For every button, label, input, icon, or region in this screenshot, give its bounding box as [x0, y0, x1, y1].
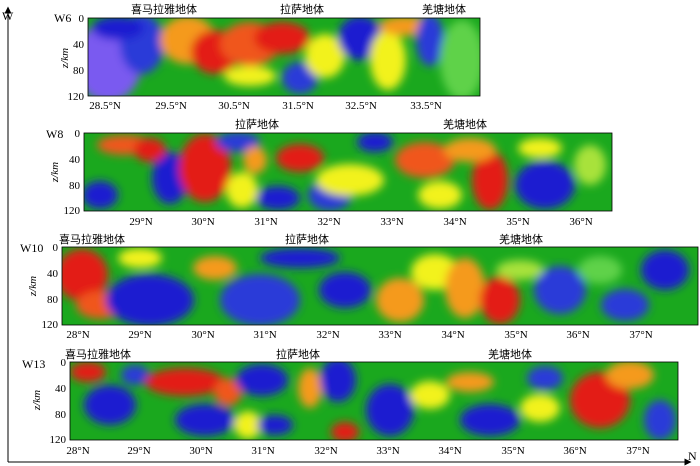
block-label-lhasa: 拉萨地体 [235, 117, 279, 131]
depth-tick: 0 [61, 357, 67, 369]
depth-ticks: 0 40 80 120 [50, 357, 67, 446]
profile-w13: W13 z/km 0 40 80 120 28°N 29°N 30°N 31°N… [22, 347, 679, 457]
block-labels: 拉萨地体 羌塘地体 [235, 117, 487, 131]
latitude-ticks: 28.5°N 29.5°N 30.5°N 31.5°N 32.5°N 33.5°… [89, 100, 442, 112]
block-label-himalaya: 喜马拉雅地体 [59, 232, 125, 246]
depth-tick: 0 [79, 13, 85, 25]
lat-tick: 32°N [314, 445, 337, 457]
lat-tick: 37°N [629, 329, 652, 341]
depth-tick: 40 [47, 268, 59, 280]
block-label-qiangtang: 羌塘地体 [488, 347, 532, 361]
lat-tick: 35°N [501, 445, 524, 457]
block-label-himalaya: 喜马拉雅地体 [131, 2, 197, 16]
lat-tick: 29°N [129, 216, 152, 228]
lat-tick: 30.5°N [218, 100, 250, 112]
tomography-image [70, 362, 678, 440]
profile-w8: W8 z/km 0 40 80 120 29°N 30°N 31°N 32°N … [46, 117, 613, 228]
depth-tick: 120 [50, 434, 67, 446]
depth-tick: 0 [75, 128, 81, 140]
lat-tick: 29°N [128, 329, 151, 341]
depth-tick: 80 [55, 409, 67, 421]
lat-tick: 33°N [376, 445, 399, 457]
block-label-lhasa: 拉萨地体 [276, 347, 320, 361]
depth-tick: 40 [73, 39, 85, 51]
profile-w10: W10 z/km 0 40 80 120 28°N 29°N 30°N 31°N… [20, 232, 699, 341]
block-label-qiangtang: 羌塘地体 [499, 232, 543, 246]
block-label-lhasa: 拉萨地体 [285, 232, 329, 246]
depth-axis-label: z/km [59, 48, 71, 69]
depth-ticks: 0 40 80 120 [68, 13, 85, 103]
lat-tick: 30°N [189, 445, 212, 457]
lat-tick: 34°N [441, 329, 464, 341]
lat-tick: 33°N [380, 216, 403, 228]
horizontal-axis-label: N [688, 449, 697, 463]
profile-label: W13 [22, 357, 45, 371]
vertical-axis-label: W [2, 9, 14, 23]
block-label-himalaya: 喜马拉雅地体 [65, 347, 131, 361]
depth-ticks: 0 40 80 120 [42, 242, 59, 331]
depth-tick: 40 [69, 154, 81, 166]
lat-tick: 31°N [253, 329, 276, 341]
lat-tick: 33°N [378, 329, 401, 341]
latitude-ticks: 29°N 30°N 31°N 32°N 33°N 34°N 35°N 36°N [129, 216, 592, 228]
block-label-qiangtang: 羌塘地体 [443, 117, 487, 131]
lat-tick: 28°N [66, 329, 89, 341]
depth-tick: 40 [55, 383, 67, 395]
depth-tick: 80 [47, 294, 59, 306]
block-labels: 喜马拉雅地体 拉萨地体 羌塘地体 [131, 2, 466, 16]
block-label-lhasa: 拉萨地体 [280, 2, 324, 16]
tomography-image [84, 133, 612, 211]
depth-tick: 80 [69, 180, 81, 192]
block-labels: 喜马拉雅地体 拉萨地体 羌塘地体 [59, 232, 543, 246]
lat-tick: 35°N [504, 329, 527, 341]
lat-tick: 35°N [506, 216, 529, 228]
lat-tick: 28°N [66, 445, 89, 457]
lat-tick: 30°N [191, 329, 214, 341]
lat-tick: 34°N [443, 216, 466, 228]
tomography-image [88, 18, 480, 96]
lat-tick: 29.5°N [155, 100, 187, 112]
lat-tick: 28.5°N [89, 100, 121, 112]
lat-tick: 34°N [438, 445, 461, 457]
latitude-ticks: 28°N 29°N 30°N 31°N 32°N 33°N 34°N 35°N … [66, 445, 649, 457]
lat-tick: 32.5°N [345, 100, 377, 112]
lat-tick: 36°N [569, 216, 592, 228]
depth-tick: 120 [68, 91, 85, 103]
block-labels: 喜马拉雅地体 拉萨地体 羌塘地体 [65, 347, 532, 361]
lat-tick: 29°N [127, 445, 150, 457]
latitude-ticks: 28°N 29°N 30°N 31°N 32°N 33°N 34°N 35°N … [66, 329, 652, 341]
lat-tick: 32°N [316, 329, 339, 341]
depth-ticks: 0 40 80 120 [64, 128, 81, 217]
lat-tick: 36°N [566, 329, 589, 341]
lat-tick: 31.5°N [282, 100, 314, 112]
block-label-qiangtang: 羌塘地体 [422, 2, 466, 16]
depth-tick: 80 [73, 65, 85, 77]
lat-tick: 37°N [626, 445, 649, 457]
lat-tick: 31°N [251, 445, 274, 457]
lat-tick: 32°N [317, 216, 340, 228]
lat-tick: 30°N [191, 216, 214, 228]
depth-axis-label: z/km [27, 276, 39, 297]
profile-label: W10 [20, 241, 43, 255]
lat-tick: 31°N [254, 216, 277, 228]
profile-w6: W6 z/km 0 40 80 120 28.5°N 29.5°N 30.5°N… [54, 2, 481, 112]
lat-tick: 36°N [563, 445, 586, 457]
tomography-image [62, 247, 698, 325]
depth-tick: 0 [53, 242, 59, 254]
depth-tick: 120 [42, 319, 59, 331]
profile-label: W6 [54, 11, 71, 25]
depth-tick: 120 [64, 205, 81, 217]
depth-axis-label: z/km [31, 390, 43, 411]
lat-tick: 33.5°N [410, 100, 442, 112]
profile-label: W8 [46, 127, 63, 141]
depth-axis-label: z/km [49, 162, 61, 183]
